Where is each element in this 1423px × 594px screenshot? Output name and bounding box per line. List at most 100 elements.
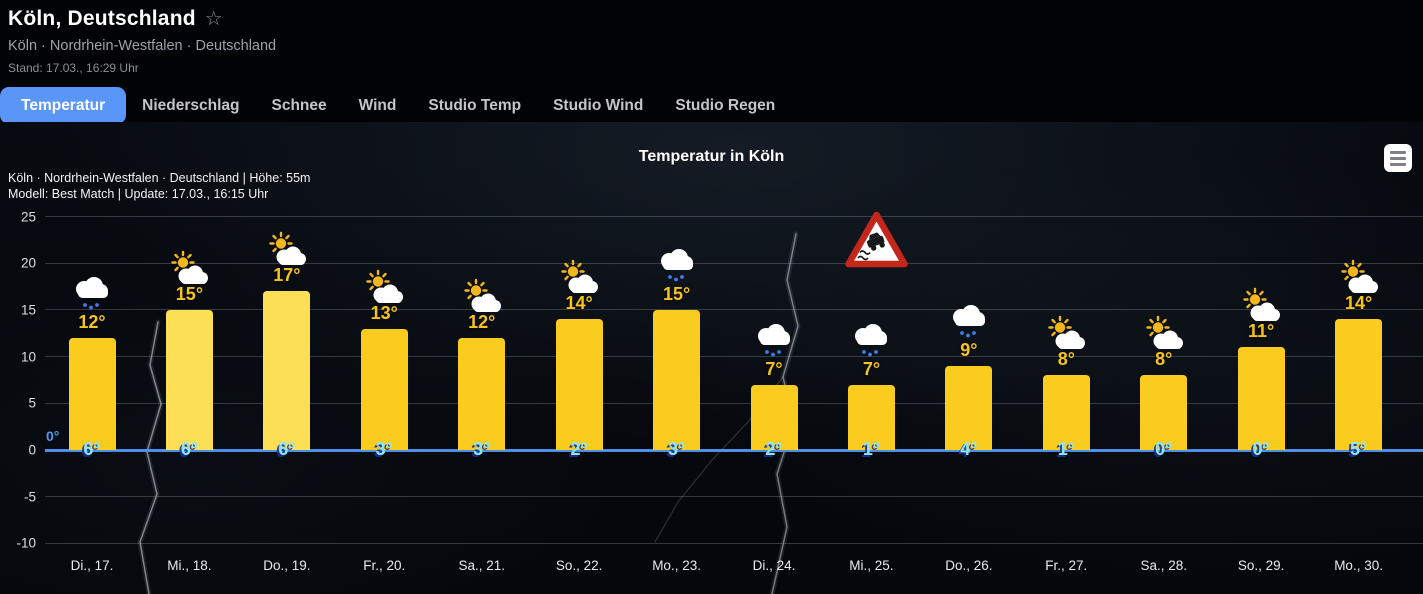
temperature-bar	[1042, 375, 1090, 450]
min-temperature-label: 1°	[1057, 439, 1075, 459]
max-temperature-label: 15°	[662, 283, 691, 304]
max-temperature-label: 14°	[1344, 293, 1373, 314]
chart-meta-location: Köln · Nordrhein-Westfalen · Deutschland…	[8, 171, 311, 185]
tab-studio-wind[interactable]: Studio Wind	[537, 87, 659, 124]
temperature-chart: 25 20 15 10 5 0 -5 -10 0° 12° 6° Di., 17. 15° 6° Mi., …	[0, 122, 1423, 594]
partly-sunny-icon	[556, 259, 602, 295]
x-axis-day-label: Do., 26.	[945, 558, 993, 573]
gridline	[45, 216, 1423, 218]
partly-sunny-icon	[1043, 315, 1089, 351]
temperature-bar	[1140, 375, 1188, 450]
x-axis-day-label: Fr., 20.	[363, 558, 406, 573]
title-row: Köln, Deutschland ☆	[8, 6, 1423, 32]
tab-bar: Temperatur Niederschlag Schnee Wind Stud…	[0, 87, 1423, 125]
gridline	[45, 262, 1423, 264]
max-temperature-label: 8°	[1057, 349, 1075, 370]
chart-meta-model: Modell: Best Match | Update: 17.03., 16:…	[8, 186, 269, 201]
temperature-bar	[847, 384, 895, 450]
tab-studio-regen[interactable]: Studio Regen	[659, 87, 791, 124]
zero-gridline	[45, 448, 1423, 452]
max-temperature-label: 9°	[960, 339, 978, 360]
temperature-bar	[945, 365, 993, 450]
y-axis-tick-label: 20	[20, 255, 36, 271]
x-axis-day-label: Do., 19.	[263, 558, 311, 573]
partly-sunny-icon	[1336, 259, 1382, 295]
x-axis-day-label: Di., 17.	[70, 558, 114, 573]
hamburger-icon	[1390, 150, 1406, 154]
zero-degree-label: 0°	[46, 428, 60, 444]
slippery-road-warning-icon	[845, 211, 909, 273]
max-temperature-label: 15°	[175, 283, 204, 304]
max-temperature-label: 12°	[468, 311, 496, 332]
x-axis-day-label: Mi., 18.	[167, 558, 212, 573]
rain-icon	[848, 321, 892, 361]
temperature-bar	[458, 337, 506, 450]
max-temperature-label: 13°	[370, 302, 398, 323]
x-axis-day-label: So., 29.	[1237, 558, 1285, 573]
status-timestamp: Stand: 17.03., 16:29 Uhr	[8, 61, 139, 75]
y-axis-tick-label: 0	[28, 442, 36, 458]
partly-sunny-icon	[361, 269, 407, 305]
rain-icon	[946, 302, 990, 342]
tab-temperatur[interactable]: Temperatur	[0, 87, 127, 124]
partly-sunny-icon	[1238, 287, 1284, 323]
temperature-bar	[68, 337, 116, 450]
tab-studio-temp[interactable]: Studio Temp	[412, 87, 537, 124]
temperature-bar	[1237, 347, 1285, 450]
y-axis-tick-label: -10	[16, 535, 36, 551]
y-axis-tick-label: 25	[20, 209, 36, 225]
temperature-bar	[263, 291, 311, 450]
tab-niederschlag[interactable]: Niederschlag	[126, 87, 255, 124]
x-axis-day-label: Mo., 23.	[652, 558, 701, 573]
rain-icon	[69, 274, 113, 314]
x-axis-day-label: Di., 24.	[752, 558, 796, 573]
y-axis-tick-label: 5	[28, 395, 36, 411]
partly-sunny-icon	[166, 250, 212, 286]
max-temperature-label: 12°	[78, 311, 106, 332]
min-temperature-label: 3°	[667, 439, 686, 459]
chart-menu-button[interactable]	[1384, 144, 1412, 172]
gridline	[45, 542, 1423, 544]
min-temperature-label: 5°	[1349, 439, 1368, 459]
temperature-bar	[1335, 319, 1383, 450]
temperature-bar	[360, 328, 408, 450]
min-temperature-label: 3°	[473, 439, 491, 459]
x-axis-day-label: Sa., 28.	[1140, 558, 1187, 573]
tab-wind[interactable]: Wind	[343, 87, 413, 124]
x-axis-day-label: Mi., 25.	[849, 558, 894, 573]
y-axis-tick-label: -5	[23, 489, 36, 505]
max-temperature-label: 7°	[862, 358, 881, 379]
min-temperature-label: 6°	[83, 439, 101, 459]
chart-meta: Köln · Nordrhein-Westfalen · Deutschland…	[8, 171, 310, 202]
min-temperature-label: 2°	[570, 439, 588, 459]
x-axis-day-label: So., 22.	[555, 558, 603, 573]
page-title: Köln, Deutschland	[8, 7, 196, 30]
chart-title: Temperatur in Köln	[638, 148, 785, 165]
max-temperature-label: 17°	[273, 265, 301, 286]
gridline	[45, 496, 1423, 498]
y-axis-tick-label: 10	[20, 349, 36, 365]
header: Köln, Deutschland ☆ Köln · Nordrhein-Wes…	[0, 0, 1423, 75]
min-temperature-label: 6°	[278, 439, 296, 459]
y-axis-tick-label: 15	[20, 302, 36, 318]
x-axis-day-label: Sa., 21.	[458, 558, 505, 573]
min-temperature-label: 6°	[180, 439, 199, 459]
partly-sunny-icon	[264, 231, 310, 267]
partly-sunny-icon	[1141, 315, 1187, 351]
temperature-bar	[555, 319, 603, 450]
rain-icon	[751, 321, 795, 361]
min-temperature-label: 4°	[960, 439, 978, 459]
tab-schnee[interactable]: Schnee	[255, 87, 342, 124]
gridline	[45, 402, 1423, 404]
min-temperature-label: 0°	[1252, 439, 1270, 459]
x-axis-day-label: Mo., 30.	[1334, 558, 1383, 573]
rain-icon	[654, 246, 698, 286]
temperature-bar	[750, 384, 798, 450]
max-temperature-label: 8°	[1155, 349, 1173, 370]
max-temperature-label: 14°	[565, 293, 593, 314]
gridline	[45, 356, 1423, 358]
favorite-star-icon[interactable]: ☆	[204, 8, 223, 30]
min-temperature-label: 3°	[375, 439, 393, 459]
max-temperature-label: 11°	[1248, 321, 1275, 342]
